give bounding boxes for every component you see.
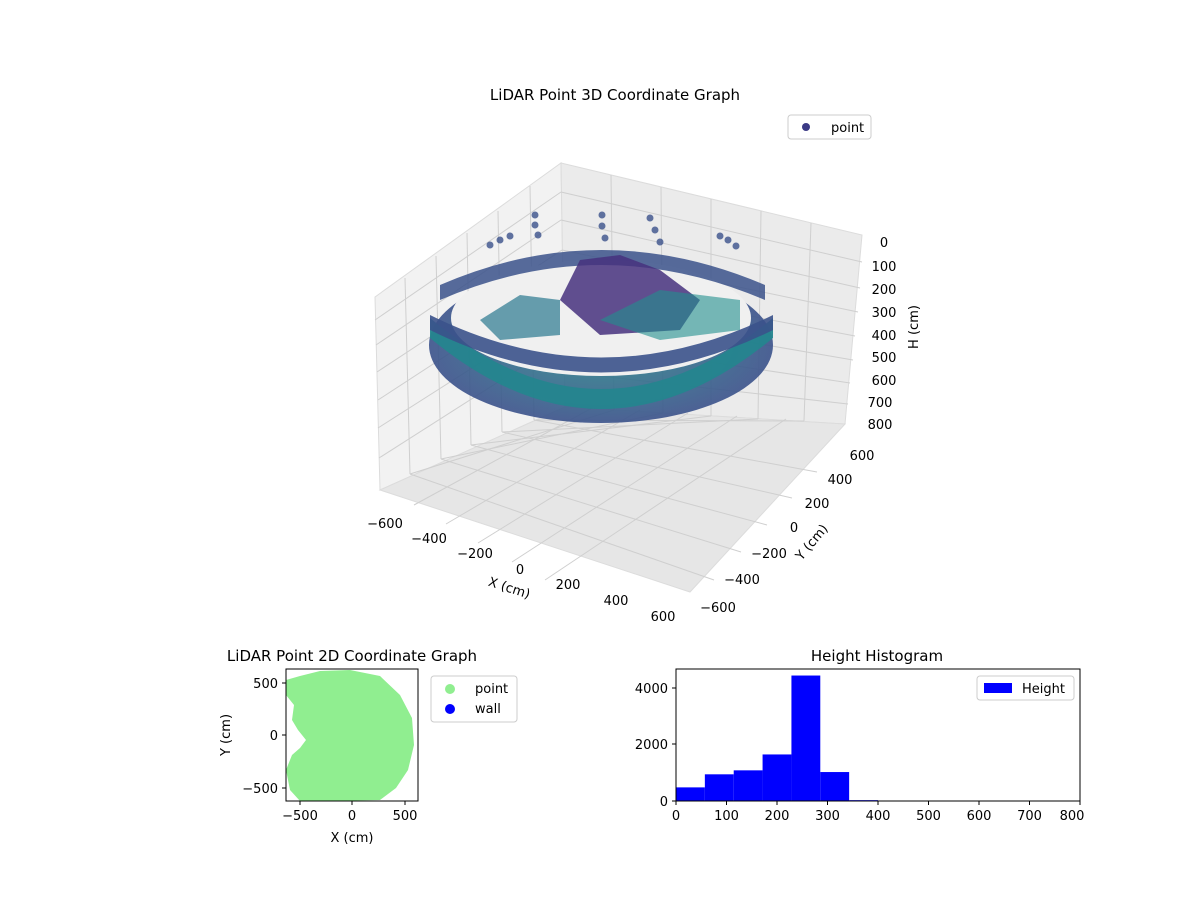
z-tick-label: 600 — [872, 374, 897, 389]
hist-x-tick-label: 300 — [815, 809, 840, 824]
hist-y-tick-label: 0 — [660, 795, 668, 810]
z-tick-label: 400 — [872, 329, 897, 344]
x2d-tick-label: 0 — [348, 809, 356, 824]
hist-x-tick-label: 200 — [765, 809, 790, 824]
histogram-bar — [704, 774, 734, 801]
chart-2d-title: LiDAR Point 2D Coordinate Graph — [227, 647, 477, 665]
histogram-bar — [733, 770, 763, 801]
spike-points — [486, 211, 740, 250]
x-tick-label: −200 — [457, 547, 493, 562]
legend-2d-label-wall: wall — [475, 702, 501, 717]
y-tick-label: 600 — [850, 449, 875, 464]
point-area — [286, 670, 414, 801]
point-cloud — [429, 211, 773, 423]
x-tick-label: 600 — [651, 610, 676, 625]
legend-histogram-box — [976, 675, 1075, 701]
x2d-axis-label: X (cm) — [331, 831, 374, 846]
histogram-y-axis: 0 2000 4000 — [635, 682, 676, 810]
z-tick-label: 500 — [872, 351, 897, 366]
legend-3d-box — [787, 114, 872, 140]
point-region — [286, 670, 414, 801]
inner-clutter-left — [480, 295, 560, 340]
legend-histogram-label: Height — [1022, 682, 1065, 697]
histogram-x-axis: 0 100 200 300 400 500 600 700 800 — [672, 801, 1085, 824]
y2d-tick-label: 500 — [253, 677, 278, 692]
z-axis-label: H (cm) — [907, 305, 922, 349]
z-tick-label: 0 — [880, 236, 888, 251]
x-tick-label: −400 — [411, 532, 447, 547]
legend-3d-label: point — [831, 121, 864, 136]
hist-x-tick-label: 700 — [1017, 809, 1042, 824]
x2d-tick-label: −500 — [282, 809, 318, 824]
hist-x-tick-label: 500 — [916, 809, 941, 824]
y2d-tick-label: 0 — [270, 729, 278, 744]
hist-x-tick-label: 800 — [1060, 809, 1085, 824]
histogram-bar — [676, 787, 705, 801]
ring-front-wall — [430, 318, 773, 409]
legend-2d: point wall — [430, 675, 518, 723]
y2d-axis-label: Y (cm) — [219, 714, 234, 757]
legend-2d-marker-point — [445, 684, 455, 694]
histogram-bar — [791, 675, 821, 801]
ring-back-wall — [440, 250, 765, 300]
chart-3d-title: LiDAR Point 3D Coordinate Graph — [490, 86, 740, 104]
histogram-bars — [676, 675, 878, 801]
z-tick-label: 300 — [872, 306, 897, 321]
legend-3d-marker — [802, 123, 810, 131]
hist-x-tick-label: 600 — [967, 809, 992, 824]
legend-2d-label-point: point — [475, 682, 508, 697]
hist-y-tick-label: 4000 — [635, 682, 668, 697]
z-tick-label: 200 — [872, 283, 897, 298]
legend-histogram: Height — [976, 675, 1075, 701]
y-tick-label: 400 — [828, 473, 853, 488]
hist-x-tick-label: 100 — [714, 809, 739, 824]
hist-x-tick-label: 400 — [866, 809, 891, 824]
pane-floor — [378, 406, 847, 593]
chart-2d-x-axis: −500 0 500 X (cm) — [282, 801, 417, 846]
z-tick-label: 800 — [868, 418, 893, 433]
x-axis-label: X (cm) — [486, 575, 532, 603]
legend-histogram-swatch — [984, 683, 1012, 693]
z-axis-3d: 0 100 200 300 400 500 600 700 800 H (cm) — [868, 236, 922, 433]
x-tick-label: 0 — [516, 563, 524, 578]
x-tick-label: 200 — [556, 578, 581, 593]
ring-front-wall-top — [430, 315, 773, 373]
y-tick-label: −600 — [700, 601, 736, 616]
y-tick-label: 0 — [790, 521, 798, 536]
chart-3d: LiDAR Point 3D Coordinate Graph — [367, 86, 922, 625]
y2d-tick-label: −500 — [242, 782, 278, 797]
chart-2d: LiDAR Point 2D Coordinate Graph −500 0 5… — [219, 647, 518, 846]
y-tick-label: −200 — [751, 547, 787, 562]
histogram-bar — [762, 754, 792, 801]
inner-clutter-teal — [600, 290, 740, 340]
histogram-bar — [820, 772, 850, 801]
x2d-tick-label: 500 — [393, 809, 418, 824]
legend-2d-marker-wall — [445, 704, 455, 714]
z-tick-label: 100 — [872, 260, 897, 275]
z-tick-label: 700 — [868, 396, 893, 411]
hist-y-tick-label: 2000 — [635, 738, 668, 753]
legend-3d: point — [787, 114, 872, 140]
y-axis-label: Y (cm) — [792, 522, 831, 565]
chart-2d-y-axis: 500 0 −500 Y (cm) — [219, 677, 286, 797]
x-tick-label: −600 — [367, 517, 403, 532]
y-tick-label: −400 — [724, 573, 760, 588]
y-tick-label: 200 — [805, 497, 830, 512]
hist-x-tick-label: 0 — [672, 809, 680, 824]
x-tick-label: 400 — [604, 594, 629, 609]
chart-histogram: Height Histogram 0 100 200 300 400 500 6… — [635, 647, 1085, 824]
histogram-title: Height Histogram — [811, 647, 943, 665]
